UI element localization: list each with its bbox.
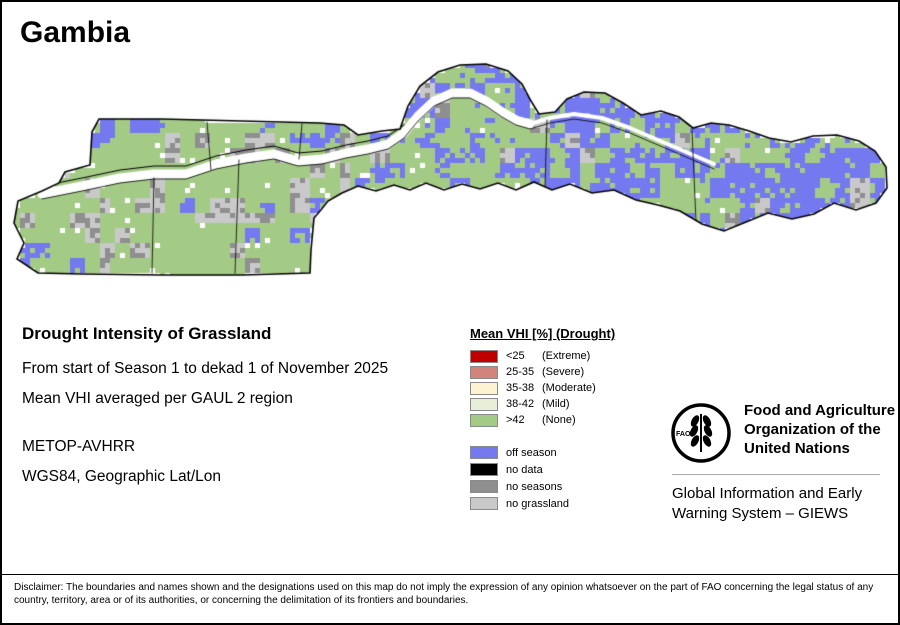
legend-row: no grassland xyxy=(470,495,680,512)
legend-swatch xyxy=(470,446,498,459)
sensor-line: METOP-AVHRR xyxy=(22,438,136,455)
fao-logo-icon: FAO xyxy=(671,403,731,463)
legend-row: 38-42 (Mild) xyxy=(470,396,680,412)
info-block: Drought Intensity of Grassland From star… xyxy=(22,324,388,498)
map-subject-heading: Drought Intensity of Grassland xyxy=(22,324,272,343)
legend-swatch xyxy=(470,381,498,395)
aggregation-line: Mean VHI averaged per GAUL 2 region xyxy=(22,390,293,407)
legend-class-name: (Mild) xyxy=(542,398,570,410)
legend-class-name: (Moderate) xyxy=(542,382,596,394)
legend-row: no seasons xyxy=(470,478,680,495)
legend-class-range: >42 xyxy=(506,414,525,426)
legend-extra-label: no seasons xyxy=(506,480,563,493)
legend-swatch xyxy=(470,349,498,363)
legend-class-range: <25 xyxy=(506,350,525,362)
giews-caption: Global Information and Early Warning Sys… xyxy=(672,474,880,525)
legend-extra-label: no data xyxy=(506,463,543,476)
projection-line: WGS84, Geographic Lat/Lon xyxy=(22,468,222,485)
legend-class-name: (None) xyxy=(542,414,576,426)
page-title: Gambia xyxy=(20,16,131,49)
legend-row: 35-38 (Moderate) xyxy=(470,380,680,396)
legend-title: Mean VHI [%] (Drought) xyxy=(470,326,616,341)
legend-class-range: 35-38 xyxy=(506,382,535,394)
legend-extra-label: no grassland xyxy=(506,497,569,510)
legend-row: >42 (None) xyxy=(470,412,680,428)
fao-block: FAO Food and Agriculture Organization of… xyxy=(670,402,898,464)
legend-class-name: (Extreme) xyxy=(542,350,591,362)
legend-class-name: (Severe) xyxy=(542,366,585,378)
legend-swatch xyxy=(470,497,498,510)
legend-class-list: <25 (Extreme) 25-35 (Severe) 35-38 (Moderate)… xyxy=(470,348,680,428)
legend-extra-list: off season no data no seasons no grassland xyxy=(470,444,680,512)
fao-organization-name: Food and Agriculture Organization of the… xyxy=(744,402,896,457)
fao-logo-text: FAO xyxy=(676,431,691,438)
legend-row: <25 (Extreme) xyxy=(470,348,680,364)
legend-row: 25-35 (Severe) xyxy=(470,364,680,380)
legend-swatch xyxy=(470,365,498,379)
period-line: From start of Season 1 to dekad 1 of Nov… xyxy=(22,360,389,377)
legend: Mean VHI [%] (Drought) <25 (Extreme) 25-35… xyxy=(470,326,680,512)
legend-row: off season xyxy=(470,444,680,461)
legend-class-range: 38-42 xyxy=(506,398,535,410)
legend-swatch xyxy=(470,413,498,427)
legend-swatch xyxy=(470,397,498,411)
footer-divider xyxy=(2,574,898,575)
legend-extra-label: off season xyxy=(506,446,557,459)
legend-swatch xyxy=(470,480,498,493)
legend-row: no data xyxy=(470,461,680,478)
gambia-drought-map xyxy=(2,2,898,314)
disclaimer-text: Disclaimer: The boundaries and names sho… xyxy=(14,582,874,606)
legend-class-range: 25-35 xyxy=(506,366,535,378)
legend-swatch xyxy=(470,463,498,476)
